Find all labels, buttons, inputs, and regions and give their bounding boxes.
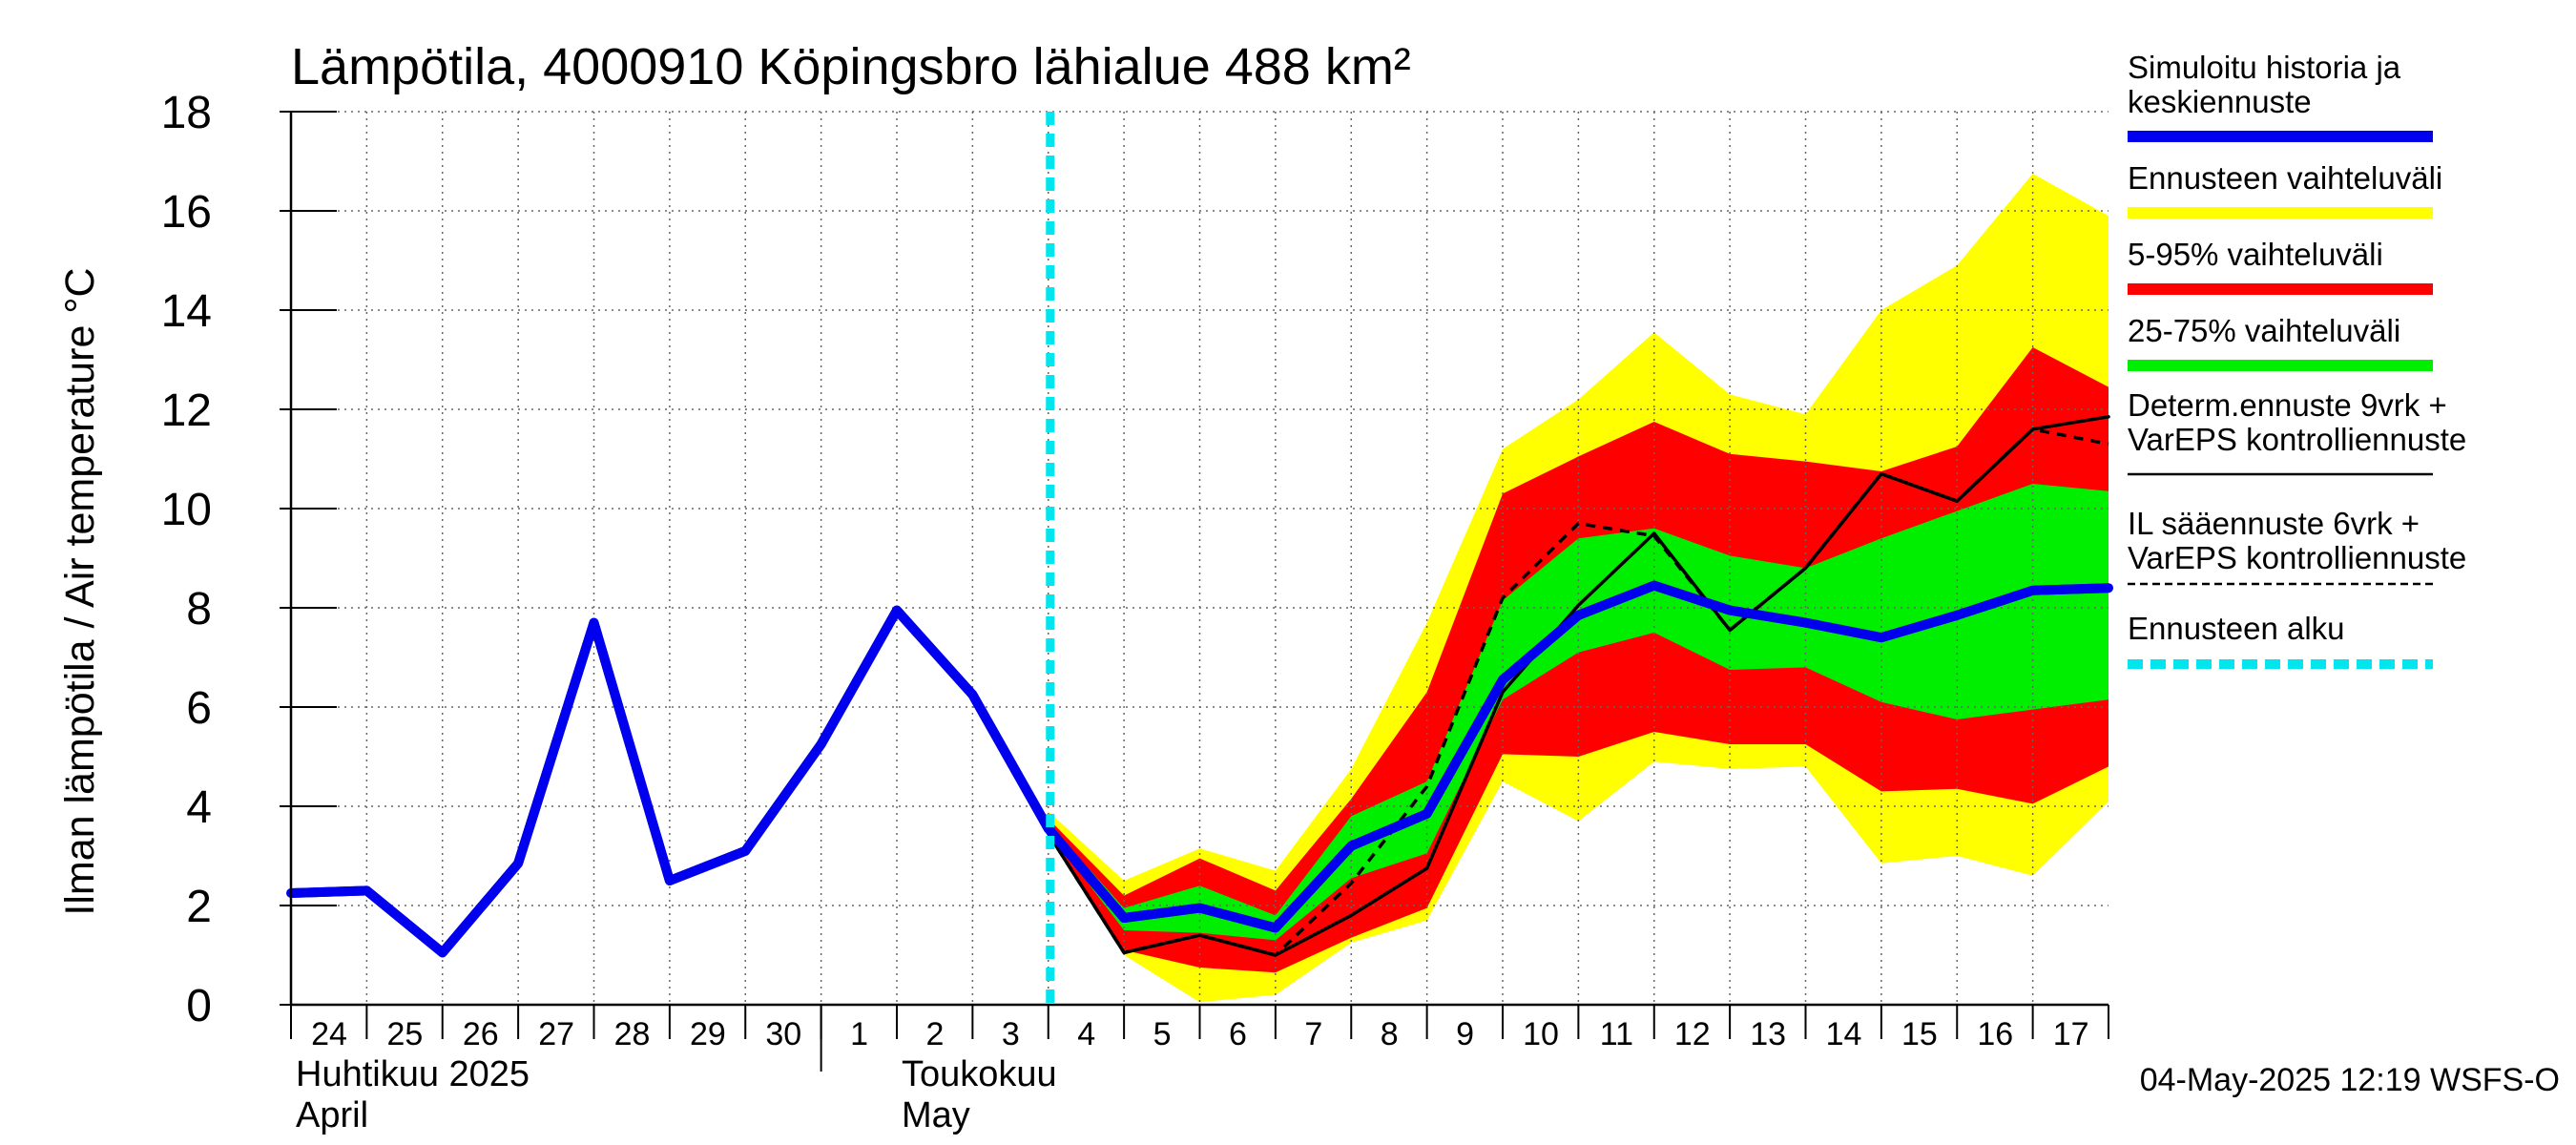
legend-label-0: Simuloitu historia ja xyxy=(2128,50,2401,85)
x-tick-label: 10 xyxy=(1523,1016,1559,1052)
legend-label-0: keskiennuste xyxy=(2128,84,2312,119)
legend-label-2: 5-95% vaihteluväli xyxy=(2128,237,2383,272)
main-series-line xyxy=(290,580,2109,958)
y-tick-label: 0 xyxy=(186,981,212,1031)
x-tick-label: 5 xyxy=(1153,1016,1172,1052)
x-tick-label: 29 xyxy=(690,1016,726,1052)
x-tick-label: 8 xyxy=(1381,1016,1399,1052)
x-tick-label: 9 xyxy=(1456,1016,1474,1052)
month-label-en: May xyxy=(902,1095,970,1135)
band-2 xyxy=(1048,484,2109,941)
x-tick-label: 30 xyxy=(765,1016,801,1052)
x-tick-label: 2 xyxy=(926,1016,945,1052)
legend-label-4: VarEPS kontrolliennuste xyxy=(2128,422,2466,457)
legend-label-1: Ennusteen vaihteluväli xyxy=(2128,160,2442,196)
x-tick-label: 24 xyxy=(311,1016,347,1052)
legend-label-3: 25-75% vaihteluväli xyxy=(2128,313,2400,348)
y-axis-label: Ilman lämpötila / Air temperature °C xyxy=(57,267,103,915)
month-label-fi: Huhtikuu 2025 xyxy=(296,1054,530,1094)
legend-label-5: IL sääennuste 6vrk + xyxy=(2128,506,2420,541)
x-tick-label: 27 xyxy=(538,1016,574,1052)
legend-label-6: Ennusteen alku xyxy=(2128,611,2345,646)
x-tick-label: 7 xyxy=(1304,1016,1322,1052)
y-tick-label: 10 xyxy=(161,485,212,535)
plot-area xyxy=(286,111,2113,1005)
x-tick-label: 13 xyxy=(1750,1016,1786,1052)
y-tick-label: 2 xyxy=(186,882,212,932)
x-tick-label: 26 xyxy=(463,1016,499,1052)
x-tick-label: 3 xyxy=(1002,1016,1020,1052)
y-tick-label: 6 xyxy=(186,683,212,734)
x-tick-label: 28 xyxy=(614,1016,651,1052)
series-line-2 xyxy=(1047,427,2109,957)
month-label-en: April xyxy=(296,1095,368,1135)
x-tick-label: 6 xyxy=(1229,1016,1247,1052)
month-label-fi: Toukokuu xyxy=(902,1054,1057,1094)
x-tick-label: 11 xyxy=(1600,1016,1633,1052)
y-tick-label: 4 xyxy=(186,782,212,833)
x-tick-label: 1 xyxy=(850,1016,868,1052)
chart-title: Lämpötila, 4000910 Köpingsbro lähialue 4… xyxy=(291,38,1411,95)
y-tick-label: 16 xyxy=(161,187,212,238)
timestamp: 04-May-2025 12:19 WSFS-O xyxy=(2140,1062,2560,1098)
legend-label-4: Determ.ennuste 9vrk + xyxy=(2128,387,2447,423)
y-tick-label: 8 xyxy=(186,584,212,635)
y-tick-label: 18 xyxy=(161,88,212,138)
x-tick-label: 17 xyxy=(2053,1016,2089,1052)
x-tick-label: 4 xyxy=(1077,1016,1095,1052)
y-tick-label: 14 xyxy=(161,286,212,337)
x-tick-label: 15 xyxy=(1901,1016,1938,1052)
x-tick-label: 12 xyxy=(1674,1016,1711,1052)
x-tick-label: 25 xyxy=(386,1016,423,1052)
x-tick-label: 16 xyxy=(1977,1016,2013,1052)
legend-label-5: VarEPS kontrolliennuste xyxy=(2128,540,2466,575)
x-tick-label: 14 xyxy=(1826,1016,1862,1052)
y-tick-label: 12 xyxy=(161,385,212,436)
